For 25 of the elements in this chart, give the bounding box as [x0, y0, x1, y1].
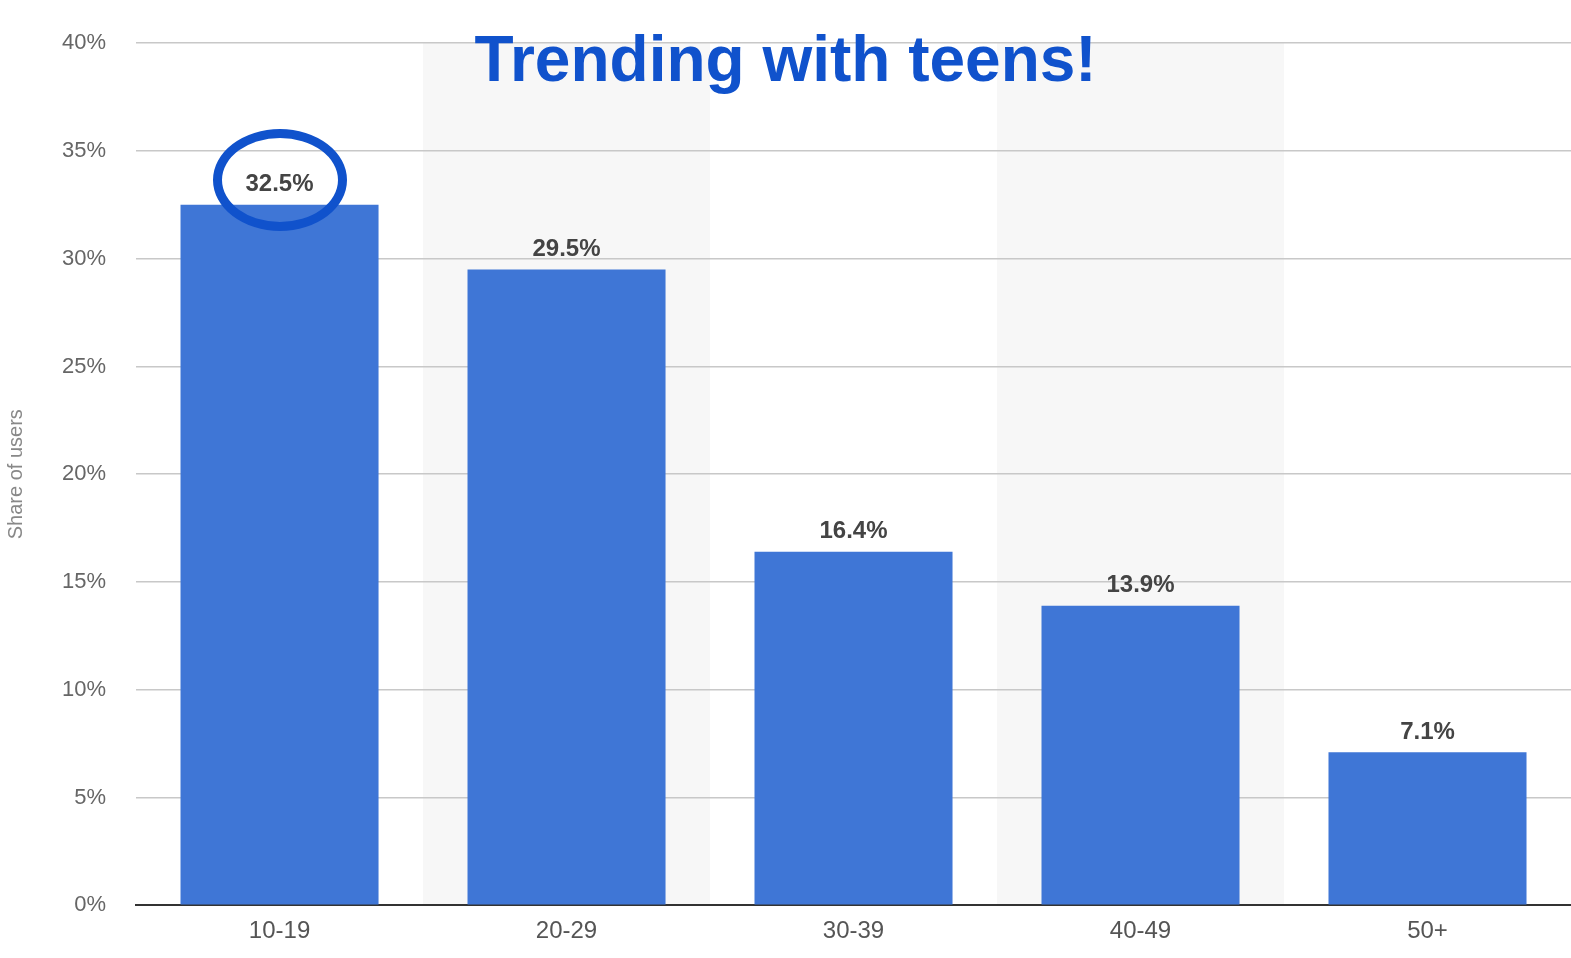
y-tick-label: 0%	[74, 891, 107, 917]
y-tick-label: 40%	[61, 29, 107, 55]
x-tick-label: 20-29	[535, 916, 598, 944]
y-tick-label: 10%	[61, 675, 107, 701]
y-tick-label: 20%	[61, 460, 107, 486]
x-tick-label: 40-49	[1109, 916, 1172, 944]
bar	[1041, 605, 1240, 905]
y-axis-title: Share of users	[3, 409, 26, 540]
y-tick-label: 35%	[61, 137, 107, 163]
x-tick-label: 50+	[1407, 916, 1448, 944]
data-label: 16.4%	[819, 516, 888, 544]
bar	[754, 551, 953, 905]
data-label: 29.5%	[532, 234, 601, 262]
data-label: 7.1%	[1400, 716, 1455, 744]
y-tick-label: 15%	[61, 568, 107, 594]
data-label: 13.9%	[1106, 570, 1175, 598]
y-tick-label: 5%	[74, 783, 107, 809]
x-tick-label: 30-39	[822, 916, 885, 944]
chart-title: Trending with teens!	[474, 23, 1097, 95]
y-tick-label: 25%	[61, 352, 107, 378]
x-tick-label: 10-19	[248, 916, 311, 944]
data-label: 32.5%	[245, 169, 314, 197]
y-tick-label: 30%	[61, 244, 107, 270]
bar	[467, 269, 666, 905]
bar	[1328, 752, 1527, 905]
